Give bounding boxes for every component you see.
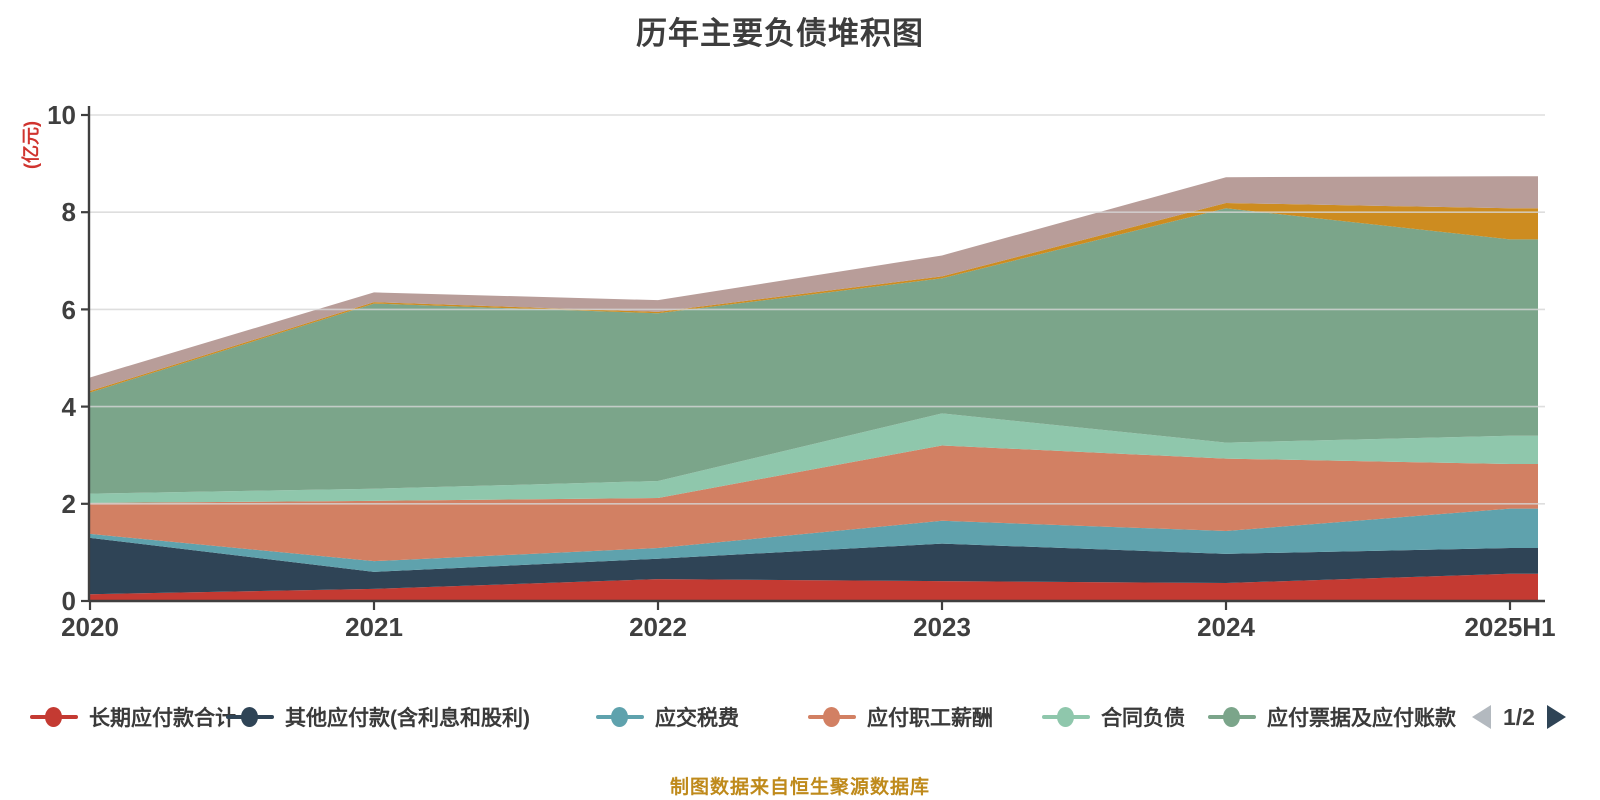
- legend-item-yingjiaoshuifei[interactable]: 应交税费: [596, 700, 739, 734]
- legend-next-page-icon[interactable]: [1546, 705, 1566, 729]
- legend-item-label: 应交税费: [655, 707, 739, 730]
- y-tick-label: 10: [47, 100, 76, 130]
- y-tick-label: 6: [61, 295, 76, 325]
- x-tick-label: 2022: [629, 612, 687, 642]
- x-tick-label: 2020: [61, 612, 119, 642]
- y-tick-label: 8: [61, 197, 76, 227]
- legend: 长期应付款合计 其他应付款(含利息和股利) 应交税费 应付职工薪酬 合同负债: [0, 700, 1600, 736]
- legend-marker-icon: [30, 706, 78, 728]
- legend-item-changqiyingfukuan[interactable]: 长期应付款合计: [30, 700, 236, 734]
- x-tick-label: 2021: [345, 612, 403, 642]
- legend-item-label: 其他应付款(含利息和股利): [285, 707, 530, 730]
- legend-page-indicator: 1/2: [1503, 703, 1535, 730]
- x-tick-label: 2023: [913, 612, 971, 642]
- legend-prev-page-icon[interactable]: [1472, 705, 1491, 729]
- y-tick-label: 0: [61, 586, 76, 616]
- legend-item-hetongfuzhai[interactable]: 合同负债: [1042, 700, 1185, 734]
- legend-marker-icon: [596, 706, 644, 728]
- x-tick-label: 2024: [1197, 612, 1255, 642]
- legend-marker-icon: [226, 706, 274, 728]
- legend-item-label: 应付职工薪酬: [867, 707, 993, 730]
- legend-item-label: 长期应付款合计: [89, 707, 236, 730]
- legend-marker-icon: [808, 706, 856, 728]
- legend-item-qitayingfukuan[interactable]: 其他应付款(含利息和股利): [226, 700, 530, 734]
- source-caption: 制图数据来自恒生聚源数据库: [669, 777, 930, 798]
- y-tick-label: 4: [61, 392, 76, 422]
- legend-item-label: 应付票据及应付账款: [1267, 707, 1456, 730]
- legend-item-yingfupiaoju[interactable]: 应付票据及应付账款: [1208, 700, 1456, 734]
- y-tick-label: 2: [61, 489, 76, 519]
- legend-item-label: 合同负债: [1101, 707, 1185, 730]
- chart-title: 历年主要负债堆积图: [636, 16, 924, 51]
- legend-marker-icon: [1042, 706, 1090, 728]
- legend-pager: 1/2: [1472, 700, 1566, 734]
- x-tick-label: 2025H1: [1464, 612, 1556, 642]
- legend-item-yingfuzhigongxinchou[interactable]: 应付职工薪酬: [808, 700, 993, 734]
- legend-marker-icon: [1208, 706, 1256, 728]
